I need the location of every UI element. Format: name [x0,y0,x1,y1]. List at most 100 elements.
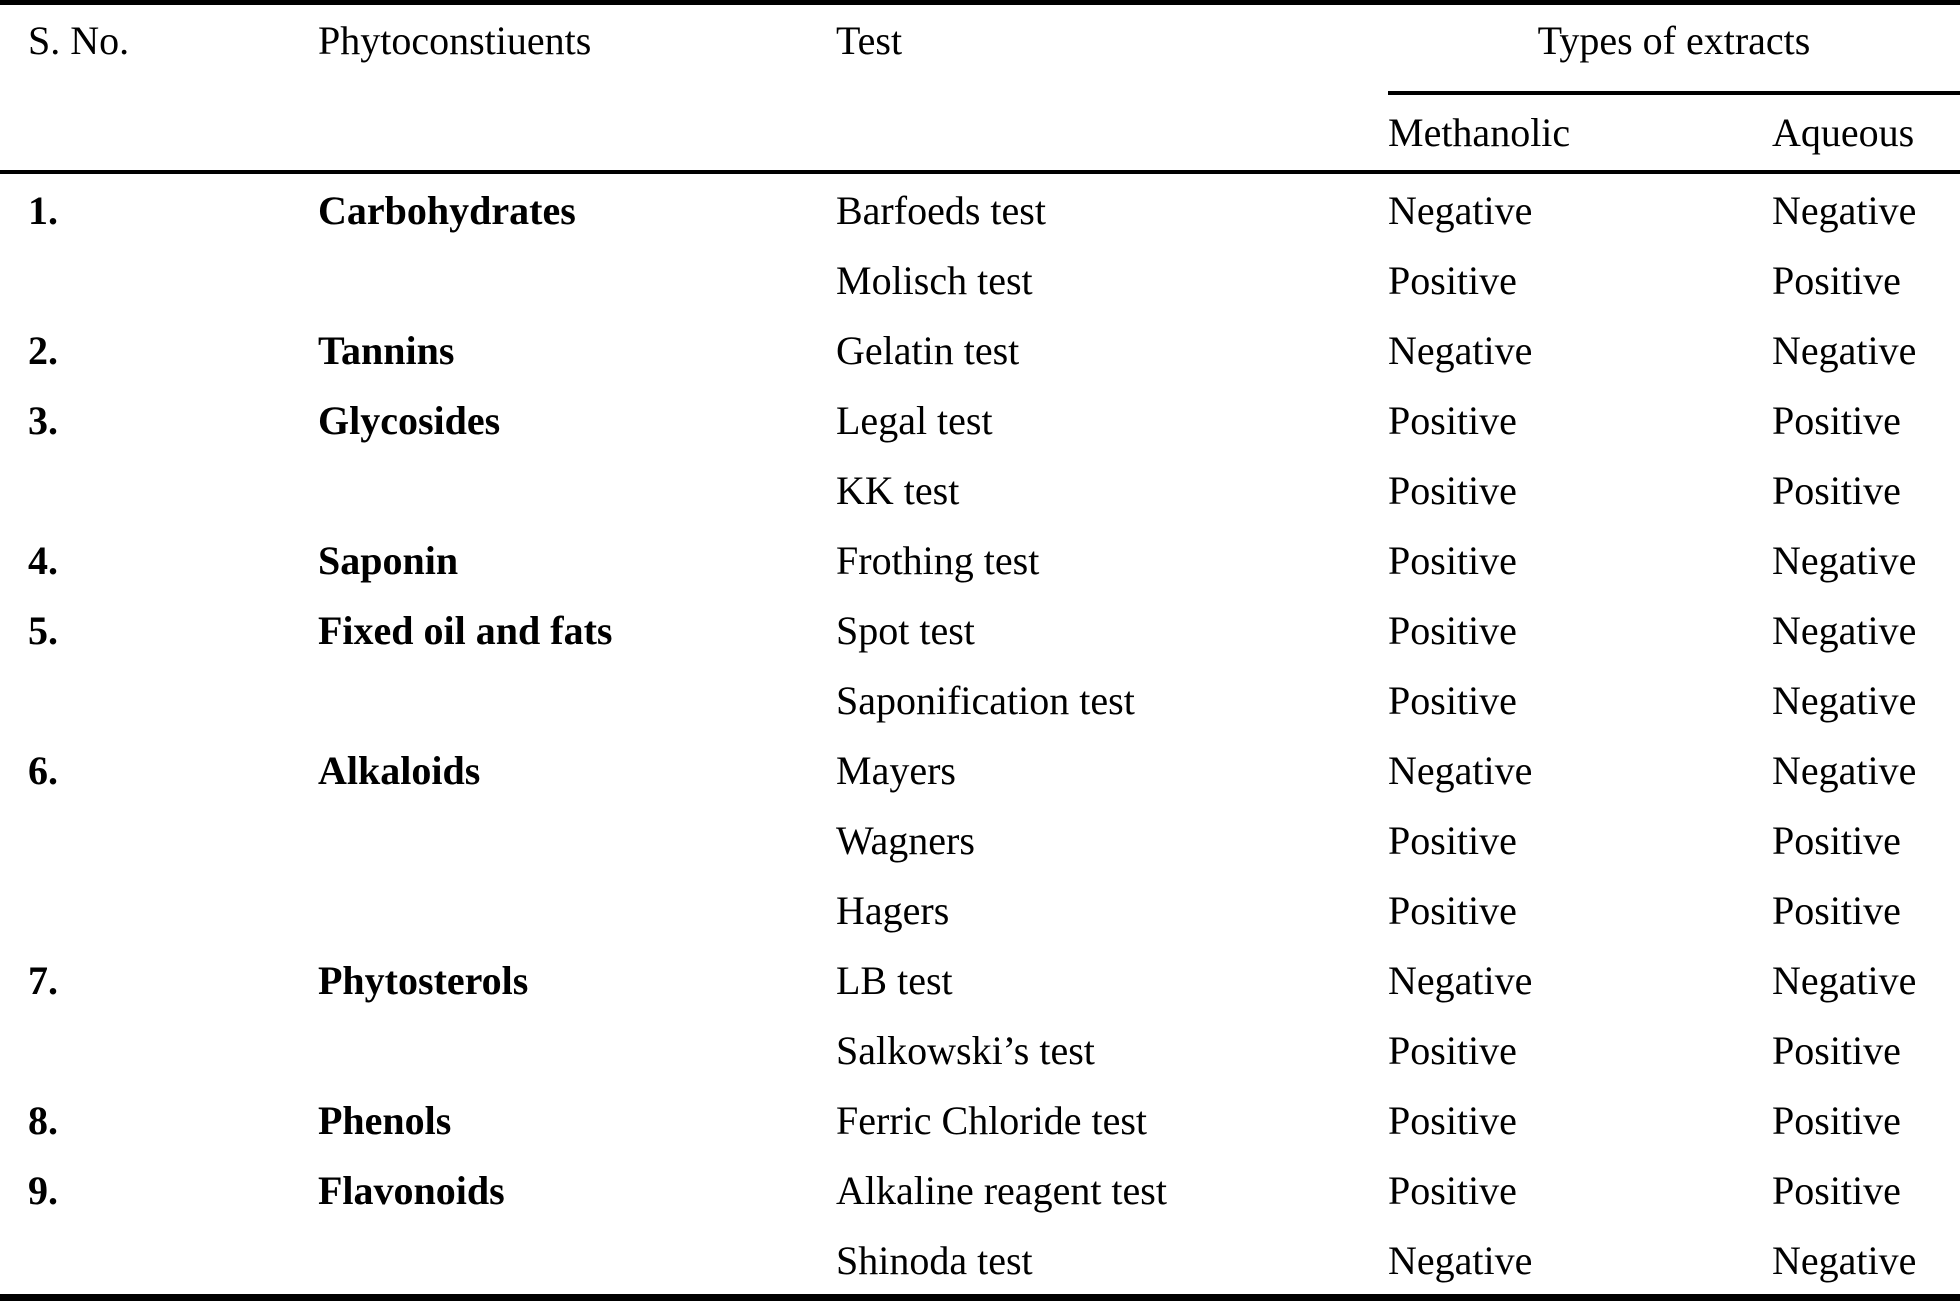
constituent-cell [318,1014,836,1084]
aqueous-result-cell: Negative [1772,328,1917,373]
aqueous-result-cell: Negative [1772,608,1917,653]
aqueous-result-cell: Positive [1772,1098,1901,1143]
methanolic-result-cell: Positive [1388,888,1517,933]
methanolic-result-cell: Positive [1388,1168,1517,1213]
methanolic-result-cell: Negative [1388,188,1533,233]
row-number-cell [0,804,318,874]
row-number-cell [0,874,318,944]
test-cell: Alkaline reagent test [836,1168,1167,1213]
table-body: 1. Carbohydrates Barfoeds test Negative Nega… [0,172,1960,1298]
test-cell: Gelatin test [836,328,1020,373]
constituent-cell: Tannins [318,328,455,373]
table-row: 4. Saponin Frothing test Positive Negative [0,524,1960,594]
aqueous-result-cell: Positive [1772,258,1901,303]
row-number-cell: 6. [28,748,58,793]
constituent-cell: Glycosides [318,398,501,443]
constituent-cell: Carbohydrates [318,188,576,233]
row-number-cell: 7. [28,958,58,1003]
table-row: Shinoda test Negative Negative [0,1224,1960,1298]
table-row: 6. Alkaloids Mayers Negative Negative [0,734,1960,804]
constituent-cell [318,664,836,734]
test-cell: LB test [836,958,953,1003]
test-cell: Molisch test [836,258,1033,303]
test-cell: Legal test [836,398,993,443]
table-row: 7. Phytosterols LB test Negative Negative [0,944,1960,1014]
test-cell: Hagers [836,888,950,933]
methanolic-result-cell: Positive [1388,538,1517,583]
column-header-methanolic: Methanolic [1388,93,1772,174]
methanolic-result-cell: Positive [1388,398,1517,443]
row-number-cell: 5. [28,608,58,653]
column-header-aqueous: Aqueous [1772,93,1960,174]
methanolic-result-cell: Positive [1388,678,1517,723]
constituent-cell [318,1224,836,1298]
constituent-cell: Fixed oil and fats [318,608,613,653]
methanolic-result-cell: Positive [1388,818,1517,863]
column-header-s-no: S. No. [0,2,318,174]
test-cell: Saponification test [836,678,1135,723]
aqueous-result-cell: Negative [1772,958,1917,1003]
table-row: Wagners Positive Positive [0,804,1960,874]
table-header: S. No. Phytoconstiuents Test Types of ex… [0,2,1960,174]
table-row: Hagers Positive Positive [0,874,1960,944]
table-row: 9. Flavonoids Alkaline reagent test Positiv… [0,1154,1960,1224]
methanolic-result-cell: Positive [1388,608,1517,653]
table-row: 1. Carbohydrates Barfoeds test Negative Nega… [0,172,1960,244]
methanolic-result-cell: Positive [1388,1098,1517,1143]
table-row: 8. Phenols Ferric Chloride test Positive Pos… [0,1084,1960,1154]
methanolic-result-cell: Positive [1388,258,1517,303]
constituent-cell [318,454,836,524]
aqueous-result-cell: Negative [1772,748,1917,793]
row-number-cell: 4. [28,538,58,583]
methanolic-result-cell: Negative [1388,958,1533,1003]
row-number-cell: 3. [28,398,58,443]
table-row: Salkowski’s test Positive Positive [0,1014,1960,1084]
table-row: Molisch test Positive Positive [0,244,1960,314]
column-header-types-of-extracts: Types of extracts [1388,2,1960,95]
constituent-cell: Alkaloids [318,748,481,793]
column-header-phytoconstituents: Phytoconstiuents [318,2,836,174]
aqueous-result-cell: Positive [1772,888,1901,933]
aqueous-result-cell: Negative [1772,188,1917,233]
table-row: 5. Fixed oil and fats Spot test Positive Neg… [0,594,1960,664]
test-cell: Ferric Chloride test [836,1098,1148,1143]
row-number-cell [0,1224,318,1298]
constituent-cell [318,244,836,314]
constituent-cell [318,874,836,944]
aqueous-result-cell: Negative [1772,538,1917,583]
aqueous-result-cell: Negative [1772,1238,1917,1283]
test-cell: Spot test [836,608,975,653]
row-number-cell: 1. [28,188,58,233]
test-cell: KK test [836,468,960,513]
table-row: KK test Positive Positive [0,454,1960,524]
methanolic-result-cell: Positive [1388,468,1517,513]
methanolic-result-cell: Negative [1388,748,1533,793]
row-number-cell [0,244,318,314]
test-cell: Frothing test [836,538,1040,583]
test-cell: Shinoda test [836,1238,1033,1283]
row-number-cell [0,454,318,524]
aqueous-result-cell: Positive [1772,468,1901,513]
test-cell: Salkowski’s test [836,1028,1095,1073]
methanolic-result-cell: Positive [1388,1028,1517,1073]
column-header-test: Test [836,2,1388,174]
row-number-cell [0,664,318,734]
constituent-cell: Phytosterols [318,958,529,1003]
table-row: Saponification test Positive Negative [0,664,1960,734]
table-row: 3. Glycosides Legal test Positive Positive [0,384,1960,454]
aqueous-result-cell: Negative [1772,678,1917,723]
constituent-cell [318,804,836,874]
constituent-cell: Flavonoids [318,1168,505,1213]
test-cell: Wagners [836,818,975,863]
aqueous-result-cell: Positive [1772,1028,1901,1073]
row-number-cell: 8. [28,1098,58,1143]
row-number-cell: 2. [28,328,58,373]
methanolic-result-cell: Negative [1388,328,1533,373]
aqueous-result-cell: Positive [1772,1168,1901,1213]
test-cell: Barfoeds test [836,188,1046,233]
table-row: 2. Tannins Gelatin test Negative Negative [0,314,1960,384]
constituent-cell: Saponin [318,538,459,583]
aqueous-result-cell: Positive [1772,818,1901,863]
row-number-cell [0,1014,318,1084]
